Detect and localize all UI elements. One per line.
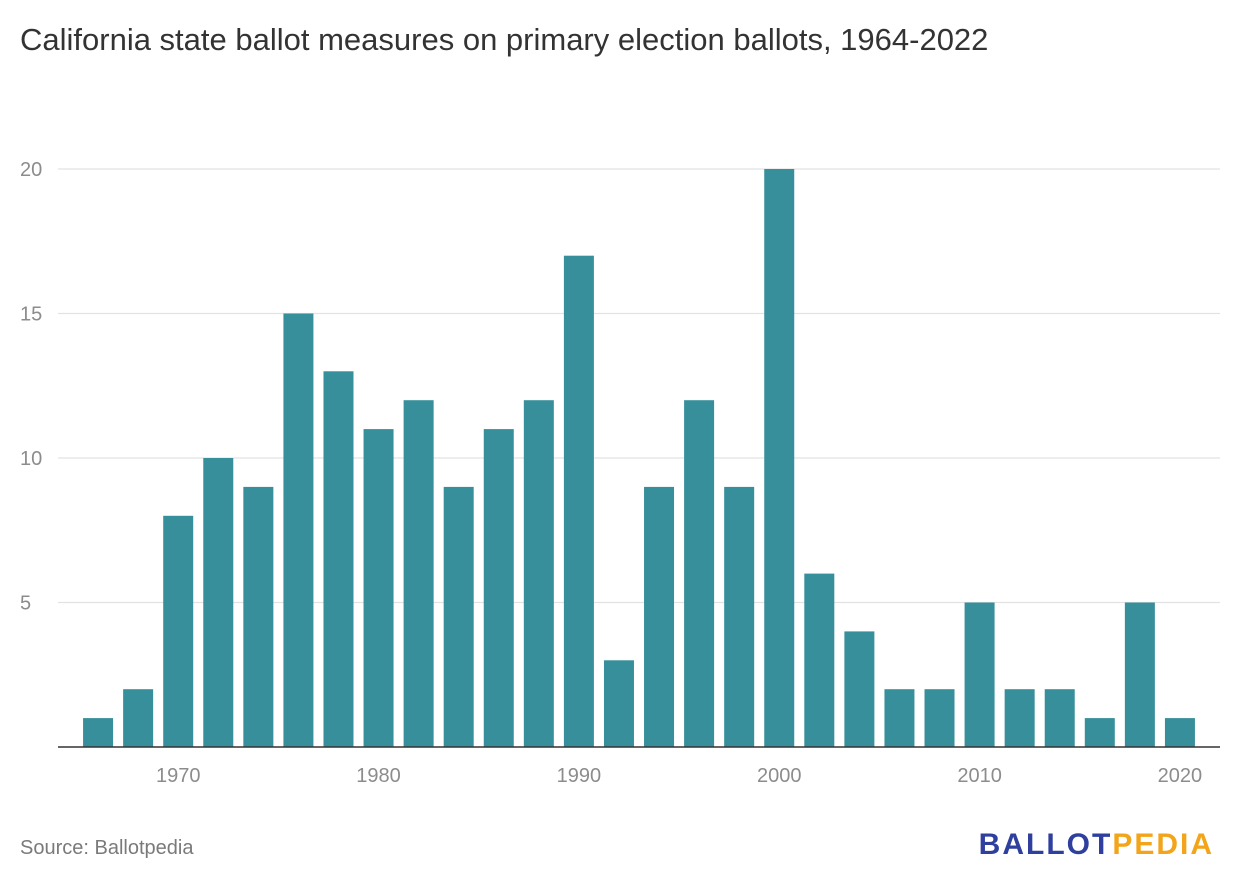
bar-2006: [884, 689, 915, 747]
x-tick-label: 1980: [356, 765, 401, 787]
bar-1976: [283, 313, 314, 747]
bar-2012: [1004, 689, 1035, 747]
x-tick-label: 2020: [1158, 765, 1203, 787]
bar-2020: [1164, 718, 1195, 747]
bar-1992: [603, 660, 634, 747]
bar-2016: [1084, 718, 1115, 747]
bar-2010: [964, 602, 995, 747]
bar-1982: [403, 400, 434, 747]
bar-2004: [844, 631, 875, 747]
bar-1972: [203, 458, 234, 747]
source-note: Source: Ballotpedia: [20, 837, 194, 859]
bar-2000: [764, 169, 795, 747]
bar-1970: [163, 515, 194, 747]
bar-1986: [483, 429, 514, 747]
bars: [83, 169, 1195, 747]
bar-1966: [83, 718, 114, 747]
bar-1988: [523, 400, 554, 747]
bar-1998: [724, 486, 755, 747]
y-tick-label: 10: [20, 448, 42, 470]
bar-2002: [804, 573, 835, 747]
ballotpedia-logo: BALLOTPEDIA: [979, 828, 1214, 862]
bar-1984: [443, 486, 474, 747]
bar-2018: [1124, 602, 1155, 747]
x-tick-label: 2010: [957, 765, 1002, 787]
bar-2014: [1044, 689, 1075, 747]
axes: 5 10 15 20 1970 1980 1990 2000 2010 2020: [20, 159, 1220, 787]
bar-1974: [243, 486, 274, 747]
y-tick-label: 5: [20, 593, 31, 615]
chart-title: California state ballot measures on prim…: [20, 22, 989, 57]
y-tick-label: 15: [20, 304, 42, 326]
logo-part-ballot: BALLOT: [978, 828, 1113, 861]
x-tick-label: 2000: [757, 765, 802, 787]
y-tick-label: 20: [20, 159, 42, 181]
x-tick-label: 1990: [557, 765, 602, 787]
bar-1990: [563, 255, 594, 747]
bar-1994: [644, 486, 675, 747]
bar-2008: [924, 689, 955, 747]
x-tick-label: 1970: [156, 765, 201, 787]
logo-part-pedia: PEDIA: [1112, 828, 1214, 861]
bar-1996: [684, 400, 715, 747]
bar-1978: [323, 371, 354, 747]
bar-1980: [363, 429, 394, 747]
bar-1968: [123, 689, 154, 747]
